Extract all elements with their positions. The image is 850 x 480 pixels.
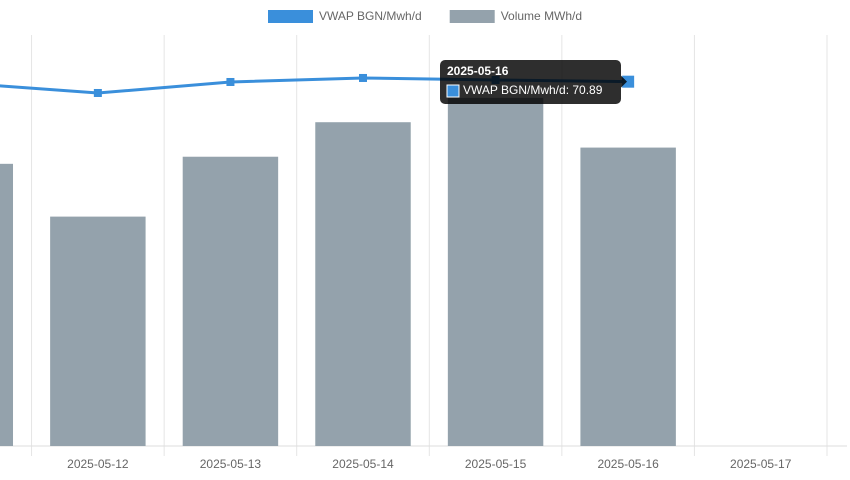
legend-swatch (449, 10, 495, 23)
bar (580, 147, 676, 446)
x-tick-label: 2025-05-13 (200, 457, 262, 471)
point (622, 75, 635, 88)
point (226, 77, 235, 86)
point (359, 73, 367, 82)
bar (447, 97, 544, 446)
x-tick-label: 2025-05-12 (67, 457, 129, 471)
bar (182, 156, 279, 446)
tooltip-caret (621, 75, 627, 88)
legend: VWAP BGN/Mwh/d Volume MWh/d (268, 9, 582, 23)
legend-label: VWAP BGN/Mwh/d (319, 9, 422, 23)
tooltip: 2025-05-16 VWAP BGN/Mwh/d: 70.89 (440, 60, 627, 104)
legend-swatch (268, 10, 313, 23)
tooltip-body: VWAP BGN/Mwh/d: 70.89 (463, 83, 603, 97)
tooltip-value: 70.89 (572, 83, 602, 97)
tooltip-swatch (446, 84, 460, 98)
tooltip-box (440, 60, 621, 104)
legend-label: Volume MWh/d (501, 9, 582, 23)
x-tick-label: 2025-05-14 (332, 457, 394, 471)
x-tick-label: 2025-05-16 (597, 457, 659, 471)
x-tick-label: 2025-05-17 (730, 457, 792, 471)
tooltip-series: VWAP BGN/Mwh/d (463, 83, 566, 97)
grid: 2025-05-12 2025-05-13 2025-05-14 2025-05-15… (0, 35, 847, 471)
tooltip-title: 2025-05-16 (447, 64, 509, 78)
bar (0, 163, 14, 446)
point (93, 88, 102, 97)
bar (315, 122, 411, 446)
bar (50, 216, 146, 446)
x-tick-label: 2025-05-15 (465, 457, 527, 471)
marks (0, 73, 676, 446)
